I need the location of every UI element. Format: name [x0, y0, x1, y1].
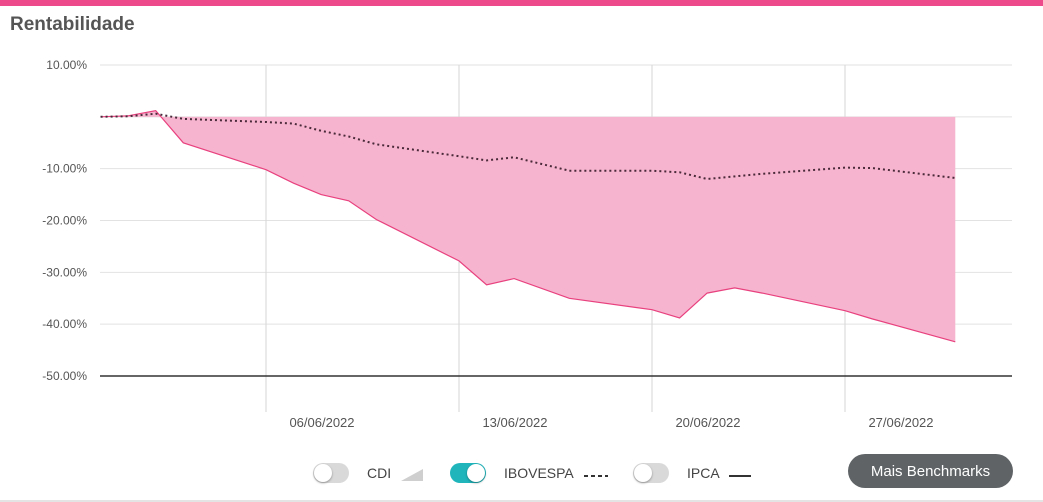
x-tick-label: 13/06/2022 [482, 415, 547, 430]
y-tick-label: -30.00% [42, 265, 87, 279]
area-line [100, 109, 956, 343]
y-tick-label: -10.00% [42, 162, 87, 176]
x-tick-label: 06/06/2022 [289, 415, 354, 430]
toggle-cdi[interactable] [313, 463, 349, 483]
y-tick-label: -40.00% [42, 317, 87, 331]
toggle-ipca[interactable] [633, 463, 669, 483]
accent-top-bar [0, 0, 1043, 6]
x-axis: 06/06/2022 13/06/2022 20/06/2022 27/06/2022 [289, 415, 933, 430]
more-benchmarks-button[interactable]: Mais Benchmarks [848, 454, 1013, 488]
toggle-ibovespa[interactable] [450, 463, 486, 483]
y-tick-label: -20.00% [42, 214, 87, 228]
legend: CDI IBOVESPA IPCA [0, 460, 1043, 490]
chart: 10.00% -10.00% -20.00% -30.00% -40.00% -50.00… [42, 58, 1012, 430]
ibovespa-line [100, 112, 956, 181]
area-icon [401, 469, 423, 481]
y-tick-label: -50.00% [42, 369, 87, 383]
area-fill [100, 110, 956, 342]
legend-label-cdi: CDI [367, 465, 392, 481]
x-tick-label: 20/06/2022 [675, 415, 740, 430]
chart-benchmark-series [100, 112, 956, 181]
toggle-knob [314, 464, 332, 482]
toggle-knob [634, 464, 652, 482]
legend-label-ipca: IPCA [687, 465, 720, 481]
page-title: Rentabilidade [10, 14, 135, 35]
y-axis: 10.00% -10.00% -20.00% -30.00% -40.00% -50.00… [42, 58, 87, 383]
legend-label-ibovespa: IBOVESPA [504, 465, 574, 481]
y-tick-label: 10.00% [46, 58, 87, 72]
chart-area-series [100, 109, 956, 343]
toggle-knob [467, 464, 485, 482]
solid-line-icon [729, 475, 751, 477]
dotted-line-icon [584, 475, 608, 477]
x-tick-label: 27/06/2022 [868, 415, 933, 430]
bottom-divider [0, 500, 1043, 502]
